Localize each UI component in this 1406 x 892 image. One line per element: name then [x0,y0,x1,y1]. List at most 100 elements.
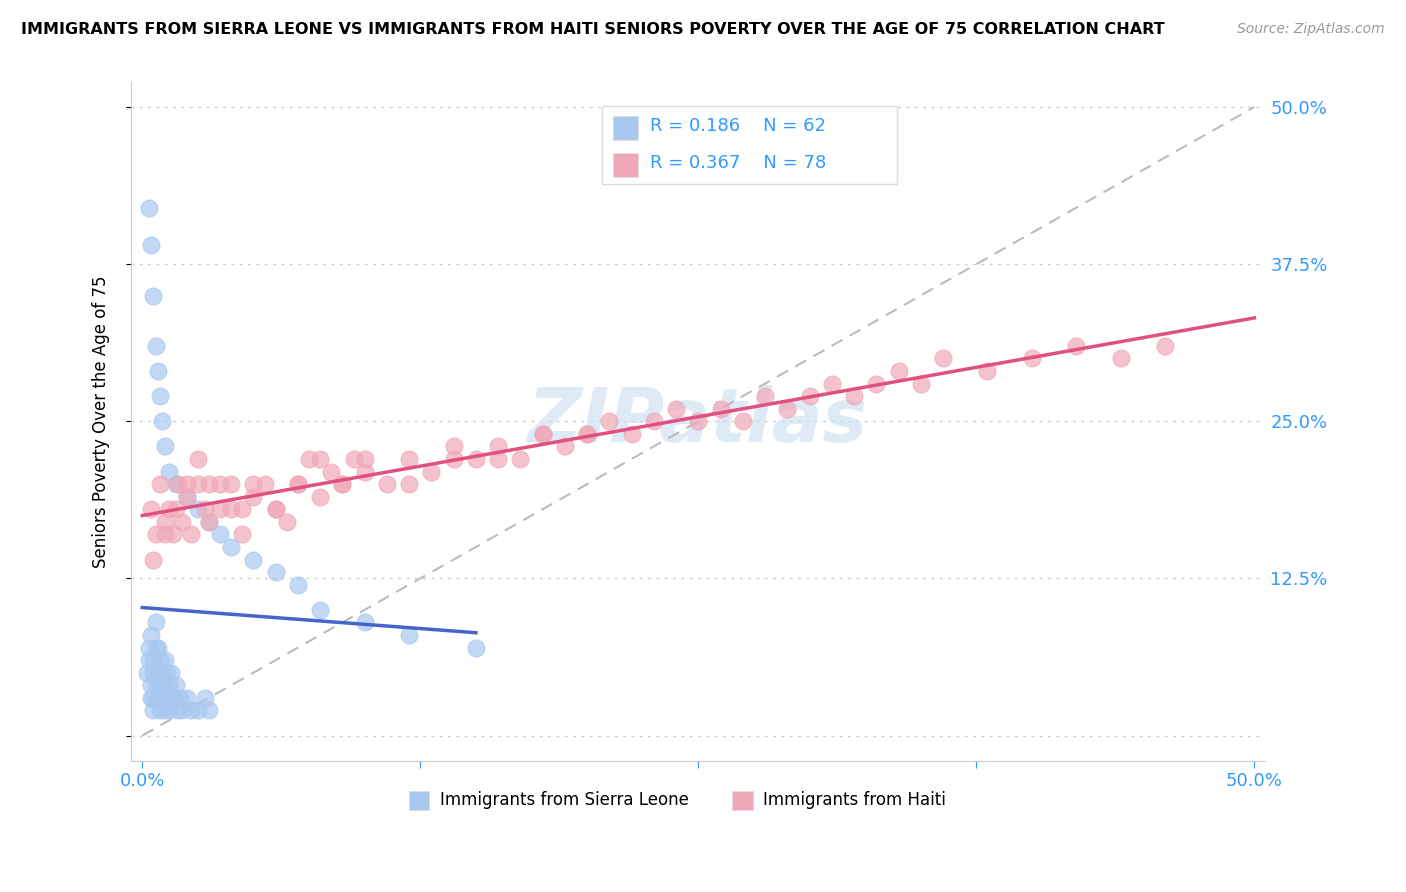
Point [821,376,844,391]
Point [153,515,176,529]
Point [146,364,169,378]
Point [135,665,157,680]
Point [145,339,167,353]
Point [138,201,160,215]
Point [142,703,165,717]
Point [193,502,215,516]
Point [242,490,264,504]
Text: R = 0.186    N = 62: R = 0.186 N = 62 [650,117,825,135]
Point [264,565,287,579]
Point [141,238,163,252]
Point [176,477,198,491]
Text: Immigrants from Haiti: Immigrants from Haiti [763,791,946,809]
Point [398,452,420,467]
Point [165,502,187,516]
Point [169,690,191,705]
Point [160,665,183,680]
Point [153,653,176,667]
Point [156,690,179,705]
Point [709,401,731,416]
Point [141,690,163,705]
Point [464,640,486,655]
Point [353,452,375,467]
Point [157,678,180,692]
Point [554,439,576,453]
Point [157,465,180,479]
Point [219,540,242,554]
Point [332,477,354,491]
Point [198,515,221,529]
Point [1109,351,1132,366]
Point [332,477,354,491]
Point [141,678,163,692]
Point [287,577,309,591]
Point [420,465,443,479]
Point [486,452,509,467]
Point [799,389,821,403]
Point [153,678,176,692]
Point [598,414,620,428]
Point [353,465,375,479]
Point [276,515,298,529]
Point [146,690,169,705]
Point [688,414,710,428]
Point [1021,351,1043,366]
Point [180,527,202,541]
Point [910,376,932,391]
Point [576,426,599,441]
FancyBboxPatch shape [602,105,897,184]
Point [231,502,253,516]
Point [486,439,509,453]
Point [187,703,209,717]
Point [150,690,173,705]
Point [150,414,173,428]
Point [198,477,221,491]
Point [172,515,194,529]
Point [176,690,198,705]
Point [141,502,163,516]
Bar [409,790,429,810]
Point [180,703,202,717]
Point [219,477,242,491]
Point [731,414,754,428]
Point [776,401,799,416]
Point [398,628,420,642]
Point [165,678,187,692]
Point [253,477,276,491]
Point [264,502,287,516]
Point [464,452,486,467]
Point [287,477,309,491]
Point [142,665,165,680]
Point [172,703,194,717]
Point [309,452,332,467]
Point [167,703,190,717]
Point [375,477,398,491]
Point [193,690,215,705]
Point [176,490,198,504]
Point [149,678,172,692]
Point [509,452,531,467]
Point [176,490,198,504]
Point [138,653,160,667]
Point [264,502,287,516]
Point [219,502,242,516]
Point [165,477,187,491]
Text: IMMIGRANTS FROM SIERRA LEONE VS IMMIGRANTS FROM HAITI SENIORS POVERTY OVER THE A: IMMIGRANTS FROM SIERRA LEONE VS IMMIGRAN… [21,22,1164,37]
Point [865,376,887,391]
Text: R = 0.367    N = 78: R = 0.367 N = 78 [650,154,825,172]
Point [187,477,209,491]
Point [145,640,167,655]
Point [149,653,172,667]
Point [141,628,163,642]
Point [162,527,184,541]
Point [157,703,180,717]
Point [932,351,955,366]
Point [287,477,309,491]
Point [149,477,172,491]
Point [162,690,184,705]
Point [209,527,232,541]
Point [142,653,165,667]
Point [153,703,176,717]
Point [531,426,554,441]
Point [976,364,998,378]
